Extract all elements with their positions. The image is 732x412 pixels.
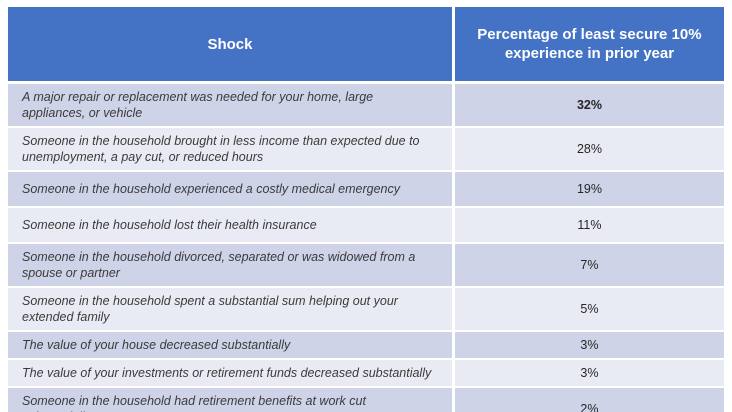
value-cell: 32%: [451, 84, 724, 128]
shock-cell: Someone in the household had retirement …: [8, 388, 452, 412]
table-row: The value of your house decreased substa…: [8, 332, 724, 360]
table-row: Someone in the household experienced a c…: [8, 172, 724, 208]
column-header-percentage-label: Percentage of least secure 10% experienc…: [477, 26, 702, 62]
header-row: Shock Percentage of least secure 10% exp…: [8, 7, 724, 84]
table-row: Someone in the household divorced, separ…: [8, 244, 724, 288]
table-row: A major repair or replacement was needed…: [8, 84, 724, 128]
shock-cell: Someone in the household brought in less…: [8, 128, 452, 172]
table-row: Someone in the household had retirement …: [8, 388, 724, 412]
value-cell: 5%: [451, 288, 724, 332]
value-cell: 3%: [451, 332, 724, 360]
column-header-percentage: Percentage of least secure 10% experienc…: [451, 7, 724, 84]
value-cell: 19%: [451, 172, 724, 208]
shock-cell: Someone in the household lost their heal…: [8, 208, 452, 244]
value-cell: 28%: [451, 128, 724, 172]
value-cell: 3%: [451, 360, 724, 388]
table-row: Someone in the household lost their heal…: [8, 208, 724, 244]
shock-cell: Someone in the household spent a substan…: [8, 288, 452, 332]
shock-cell: Someone in the household experienced a c…: [8, 172, 452, 208]
table-row: The value of your investments or retirem…: [8, 360, 724, 388]
value-cell: 7%: [451, 244, 724, 288]
value-cell: 11%: [451, 208, 724, 244]
shock-percentage-table: Shock Percentage of least secure 10% exp…: [8, 7, 724, 412]
table-row: Someone in the household brought in less…: [8, 128, 724, 172]
column-header-shock-label: Shock: [207, 35, 253, 53]
shock-cell: Someone in the household divorced, separ…: [8, 244, 452, 288]
column-header-shock: Shock: [8, 7, 452, 84]
shock-cell: The value of your investments or retirem…: [8, 360, 452, 388]
shock-cell: The value of your house decreased substa…: [8, 332, 452, 360]
value-cell: 2%: [451, 388, 724, 412]
shock-cell: A major repair or replacement was needed…: [8, 84, 452, 128]
table-row: Someone in the household spent a substan…: [8, 288, 724, 332]
